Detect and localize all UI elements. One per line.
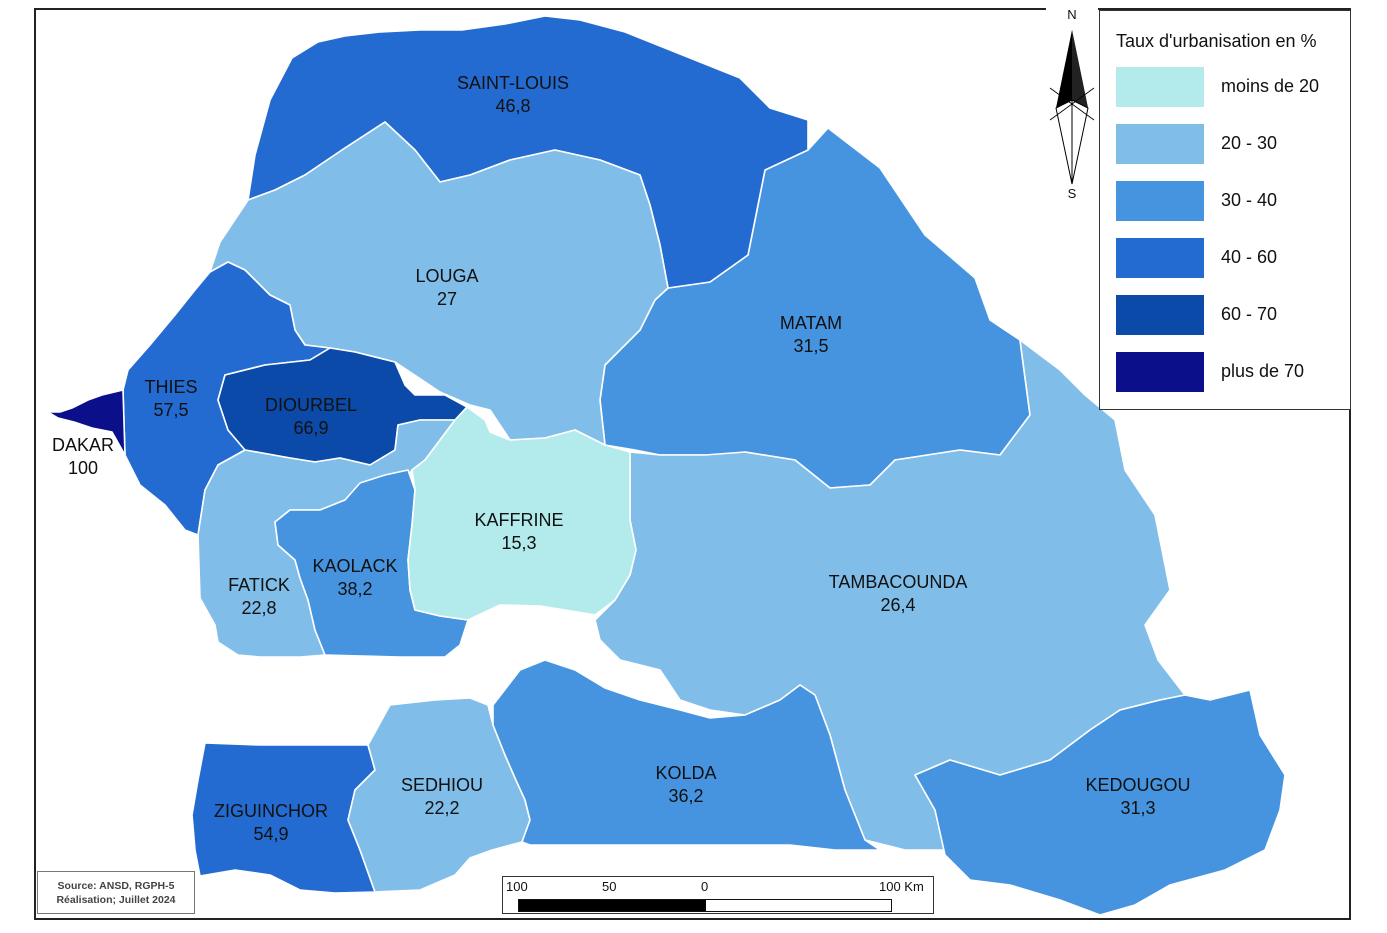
region-name: DIOURBEL <box>264 395 358 415</box>
legend-item: 30 - 40 <box>1116 181 1346 221</box>
region-name: DAKAR <box>51 435 115 455</box>
label-tambacounda: TAMBACOUNDA 26,4 <box>829 571 968 617</box>
label-dakar: DAKAR 100 <box>52 434 114 480</box>
legend-title: Taux d'urbanisation en % <box>1116 31 1317 51</box>
label-sedhiou: SEDHIOU 22,2 <box>401 774 483 820</box>
label-kaffrine: KAFFRINE 15,3 <box>474 509 563 555</box>
legend-label: moins de 20 <box>1221 76 1320 96</box>
region-name: LOUGA <box>415 266 479 286</box>
legend: Taux d'urbanisation en % moins de 20 20 … <box>1099 10 1351 410</box>
region-name: SEDHIOU <box>400 775 484 795</box>
region-kaffrine[interactable] <box>407 406 637 621</box>
region-name: KAFFRINE <box>474 510 564 530</box>
region-sedhiou[interactable] <box>347 697 531 893</box>
legend-item: 40 - 60 <box>1116 238 1346 278</box>
scale-segment-black <box>519 900 706 911</box>
region-kedougou[interactable] <box>914 689 1286 916</box>
region-value: 22,2 <box>424 798 460 818</box>
region-value: 31,5 <box>793 336 829 356</box>
region-name: FATICK <box>228 575 290 595</box>
region-name: TAMBACOUNDA <box>828 572 968 592</box>
scale-bar: 100 50 0 100 Km <box>502 876 934 914</box>
region-kolda[interactable] <box>492 659 881 851</box>
source-line: Source: ANSD, RGPH-5 <box>57 880 175 892</box>
legend-label: 60 - 70 <box>1221 304 1278 324</box>
legend-item: moins de 20 <box>1116 67 1346 107</box>
legend-swatch <box>1116 67 1204 107</box>
legend-label: plus de 70 <box>1221 361 1305 381</box>
region-value: 54,9 <box>253 824 289 844</box>
region-ziguinchor[interactable] <box>191 742 376 894</box>
region-value: 27 <box>436 289 458 309</box>
region-value: 36,2 <box>668 786 704 806</box>
region-dakar[interactable] <box>47 389 126 456</box>
south-label: S <box>1067 186 1077 201</box>
north-label: N <box>1067 7 1077 22</box>
region-name: KAOLACK <box>312 556 398 576</box>
legend-swatch <box>1116 181 1204 221</box>
region-value: 15,3 <box>501 533 537 553</box>
compass-arrow-icon <box>1049 30 1095 185</box>
legend-label: 30 - 40 <box>1221 190 1278 210</box>
credit-line: Réalisation; Juillet 2024 <box>56 894 176 906</box>
label-thies: THIES 57,5 <box>144 376 197 422</box>
region-value: 46,8 <box>495 96 531 116</box>
legend-label: 20 - 30 <box>1221 133 1278 153</box>
scale-tick-label: 100 Km <box>879 879 924 894</box>
region-name: KEDOUGOU <box>1085 775 1191 795</box>
legend-swatch <box>1116 352 1204 392</box>
source-box: Source: ANSD, RGPH-5 Réalisation; Juille… <box>37 871 195 914</box>
scale-tick-label: 0 <box>701 879 709 894</box>
region-name: ZIGUINCHOR <box>214 801 328 821</box>
region-value: 66,9 <box>293 418 329 438</box>
legend-item: plus de 70 <box>1116 352 1346 392</box>
scale-tick-label: 50 <box>602 879 617 894</box>
region-name: MATAM <box>779 313 843 333</box>
legend-swatch <box>1116 124 1204 164</box>
region-value: 100 <box>67 458 99 478</box>
label-louga: LOUGA 27 <box>415 265 478 311</box>
region-value: 22,8 <box>241 598 277 618</box>
map-frame <box>34 8 1351 920</box>
north-arrow: N S <box>1046 7 1098 201</box>
legend-label: 40 - 60 <box>1221 247 1278 267</box>
region-value: 26,4 <box>880 595 916 615</box>
label-kedougou: KEDOUGOU 31,3 <box>1085 774 1190 820</box>
label-diourbel: DIOURBEL 66,9 <box>265 394 357 440</box>
legend-swatch <box>1116 238 1204 278</box>
legend-item: 20 - 30 <box>1116 124 1346 164</box>
scale-tick-label: 100 <box>506 879 528 894</box>
label-kolda: KOLDA 36,2 <box>655 762 716 808</box>
label-ziguinchor: ZIGUINCHOR 54,9 <box>214 800 328 846</box>
region-value: 38,2 <box>337 579 373 599</box>
legend-item: 60 - 70 <box>1116 295 1346 335</box>
region-name: SAINT-LOUIS <box>456 73 570 93</box>
label-matam: MATAM 31,5 <box>780 312 842 358</box>
label-kaolack: KAOLACK 38,2 <box>312 555 397 601</box>
region-value: 57,5 <box>153 400 189 420</box>
label-fatick: FATICK 22,8 <box>228 574 290 620</box>
scale-track <box>518 899 892 912</box>
region-name: KOLDA <box>655 763 717 783</box>
label-saint-louis: SAINT-LOUIS 46,8 <box>457 72 569 118</box>
region-name: THIES <box>144 377 198 397</box>
legend-swatch <box>1116 295 1204 335</box>
region-value: 31,3 <box>1120 798 1156 818</box>
